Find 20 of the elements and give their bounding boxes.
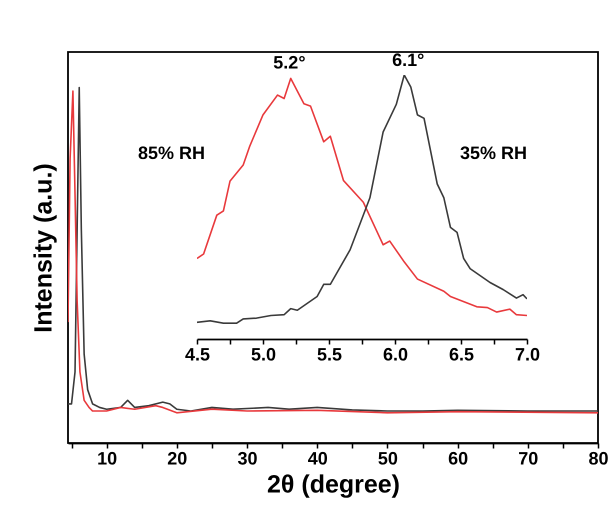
x-tick-label: 6.5 xyxy=(448,344,474,364)
annotation: 6.1° xyxy=(392,50,424,70)
x-tick-label: 6.0 xyxy=(382,344,408,364)
x-tick-label: 4.5 xyxy=(184,344,210,364)
x-tick-label: 40 xyxy=(308,448,328,468)
x-tick-label: 70 xyxy=(518,448,538,468)
x-tick-label: 5.0 xyxy=(250,344,276,364)
x-tick-label: 60 xyxy=(448,448,468,468)
x-tick-label: 10 xyxy=(97,448,118,468)
x-tick-label: 7.0 xyxy=(514,344,540,364)
x-tick-label: 80 xyxy=(588,448,609,468)
series-label: 85% RH xyxy=(138,143,205,164)
x-axis-title: 2θ (degree) xyxy=(267,470,400,498)
annotation: 5.2° xyxy=(273,52,306,73)
x-tick-label: 5.5 xyxy=(316,344,342,364)
series-label: 35% RH xyxy=(460,143,527,164)
y-axis-title: Intensity (a.u.) xyxy=(30,163,58,333)
x-tick-label: 20 xyxy=(167,448,188,468)
x-tick-label: 30 xyxy=(237,448,258,468)
x-tick-label: 50 xyxy=(378,448,398,468)
